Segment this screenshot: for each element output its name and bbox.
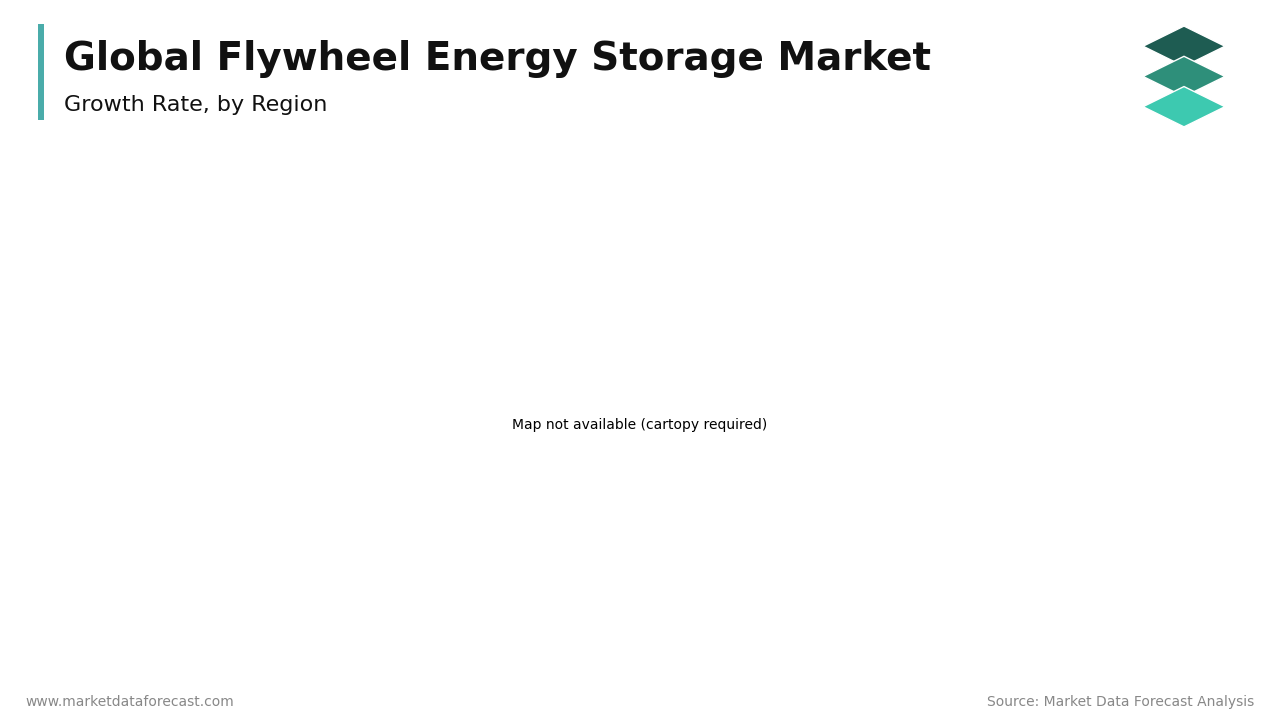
Text: Global Flywheel Energy Storage Market: Global Flywheel Energy Storage Market (64, 40, 931, 78)
Text: Source: Market Data Forecast Analysis: Source: Market Data Forecast Analysis (987, 695, 1254, 709)
Bar (37, 24, 44, 120)
Polygon shape (1143, 26, 1225, 66)
Text: www.marketdataforecast.com: www.marketdataforecast.com (26, 695, 234, 709)
Text: Map not available (cartopy required): Map not available (cartopy required) (512, 418, 768, 432)
Text: Growth Rate, by Region: Growth Rate, by Region (64, 95, 326, 115)
Polygon shape (1143, 86, 1225, 127)
Polygon shape (1143, 56, 1225, 96)
